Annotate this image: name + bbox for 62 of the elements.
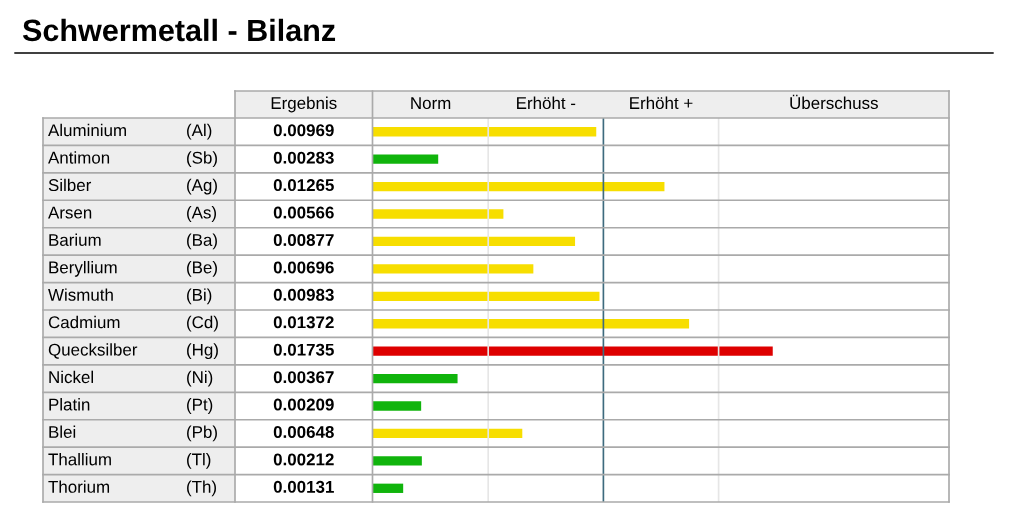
bar [373,483,404,493]
bar [373,236,576,247]
y2-tick-label: (Bi) [187,288,212,305]
text: Erhöht + [630,96,693,110]
y2-tick-label: (Ni) [187,370,213,387]
data-label: 0.00648 [273,425,334,438]
bar [373,127,597,137]
bar [373,373,458,384]
y2-tick-label: (Th) [187,480,217,497]
y-tick-label: Antimon [48,151,110,164]
text: Erhöht - [517,96,576,110]
bar [373,319,690,329]
data-label: 0.00877 [273,233,334,246]
y2-tick-label: (Al) [187,123,212,140]
y-tick-label: Nickel [49,370,93,384]
y-tick-label: Barium [49,233,101,246]
y-tick-label: Cadmium [48,315,120,329]
y2-tick-label: (Hg) [187,343,218,360]
data-label: 0.00696 [273,261,334,274]
chart-title: Schwermetall - Bilanz [22,18,336,42]
bar [373,401,422,411]
text: Ergebnis [271,96,337,113]
bar [373,154,439,164]
data-label: 0.00283 [273,151,334,164]
data-label: 0.00367 [273,371,334,384]
y2-tick-label: (Ag) [187,178,217,195]
text: Norm [411,97,451,110]
y-tick-label: Thorium [48,480,110,493]
data-label: 0.00209 [273,398,334,411]
y-tick-label: Silber [48,178,92,192]
y2-tick-label: (Pb) [187,425,217,442]
data-label: 0.00131 [273,480,334,493]
bar [373,346,773,356]
y2-tick-label: (Be) [187,260,217,277]
y-tick-label: Blei [49,425,76,438]
y-tick-label: Wismuth [48,288,113,301]
bar [373,181,665,192]
data-label: 0.01265 [273,179,334,192]
y2-tick-label: (Sb) [187,151,217,168]
y2-tick-label: (Cd) [187,315,218,332]
data-label: 0.00212 [273,453,334,466]
y-tick-label: Arsen [48,206,92,219]
text: Überschuss [790,94,878,110]
y-tick-label: Thallium [48,452,111,466]
bar [373,456,422,466]
y2-tick-label: (Pt) [187,398,213,414]
y2-tick-label: (Ba) [187,233,217,250]
bar [373,291,600,301]
data-label: 0.01372 [273,316,334,329]
y-tick-label: Beryllium [49,260,117,277]
data-label: 0.00969 [273,124,334,137]
y-tick-label: Aluminium [48,123,126,137]
y2-tick-label: (As) [187,206,217,222]
y-tick-label: Platin [49,398,90,411]
y2-tick-label: (Tl) [187,452,211,469]
bar [373,209,504,219]
bar [373,428,523,439]
data-label: 0.00566 [273,206,334,219]
data-label: 0.00983 [273,288,334,301]
data-label: 0.01735 [273,343,334,356]
bar [373,264,534,274]
y-tick-label: Quecksilber [48,343,138,359]
